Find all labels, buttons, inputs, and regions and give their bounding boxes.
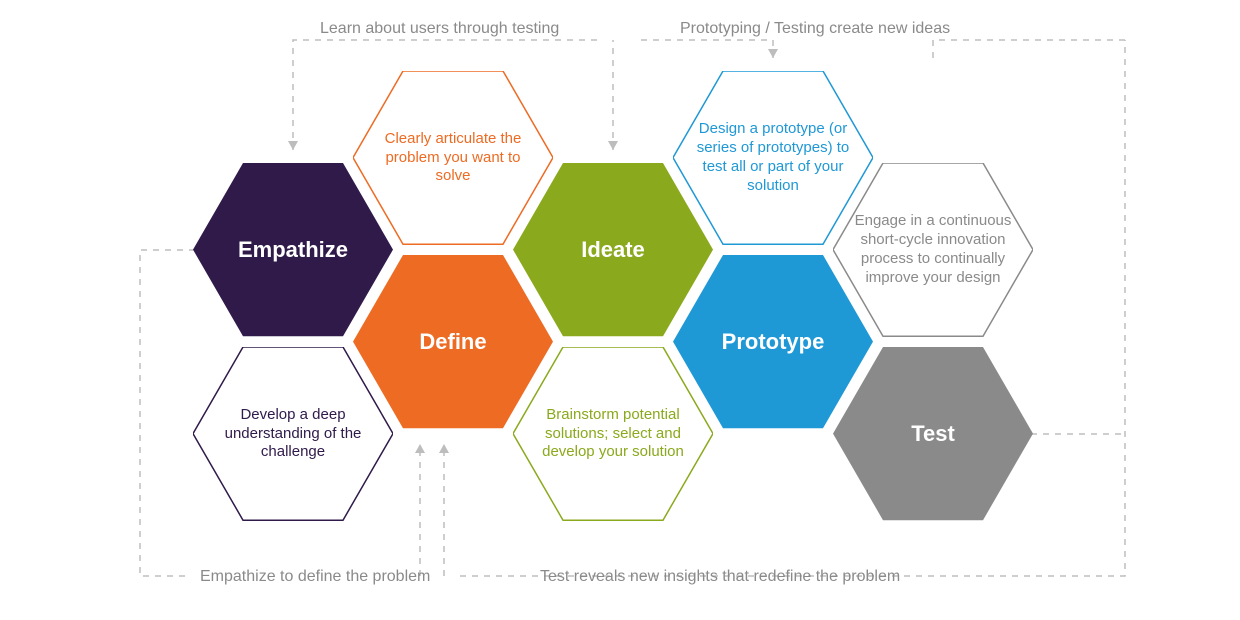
fb-bot-left-arrow xyxy=(415,444,425,453)
hex-empathize-desc-label: Develop a deep understanding of the chal… xyxy=(193,406,393,462)
fb-top-right xyxy=(933,40,1125,58)
ann-learn-testing: Learn about users through testing xyxy=(320,20,559,38)
ann-proto-ideas: Prototyping / Testing create new ideas xyxy=(680,20,950,38)
fb-bot-mid-arrow xyxy=(439,444,449,453)
ann-emp-define: Empathize to define the problem xyxy=(200,568,430,586)
fb-top-mid1-arrow xyxy=(608,141,618,150)
hex-test: Test xyxy=(833,347,1033,520)
fb-top-mid2-arrow xyxy=(768,49,778,58)
hex-ideate-desc-label: Brainstorm potential solutions; select a… xyxy=(513,406,713,462)
hex-test-label: Test xyxy=(893,420,973,448)
fb-top-left-arrow xyxy=(288,141,298,150)
ann-test-redefine: Test reveals new insights that redefine … xyxy=(540,568,900,586)
design-thinking-diagram: Empathize Clearly articulate the problem … xyxy=(0,0,1240,620)
hex-ideate-label: Ideate xyxy=(563,236,663,264)
hex-define-desc-label: Clearly articulate the problem you want … xyxy=(353,130,553,186)
hex-define-label: Define xyxy=(401,328,504,356)
hex-test-desc-label: Engage in a continuous short-cycle innov… xyxy=(833,212,1033,287)
hex-empathize-label: Empathize xyxy=(220,236,366,264)
fb-left-side xyxy=(140,250,195,576)
hex-prototype-desc-label: Design a prototype (or series of prototy… xyxy=(673,120,873,195)
fb-top-mid2 xyxy=(640,40,773,58)
hex-prototype-label: Prototype xyxy=(704,328,843,356)
